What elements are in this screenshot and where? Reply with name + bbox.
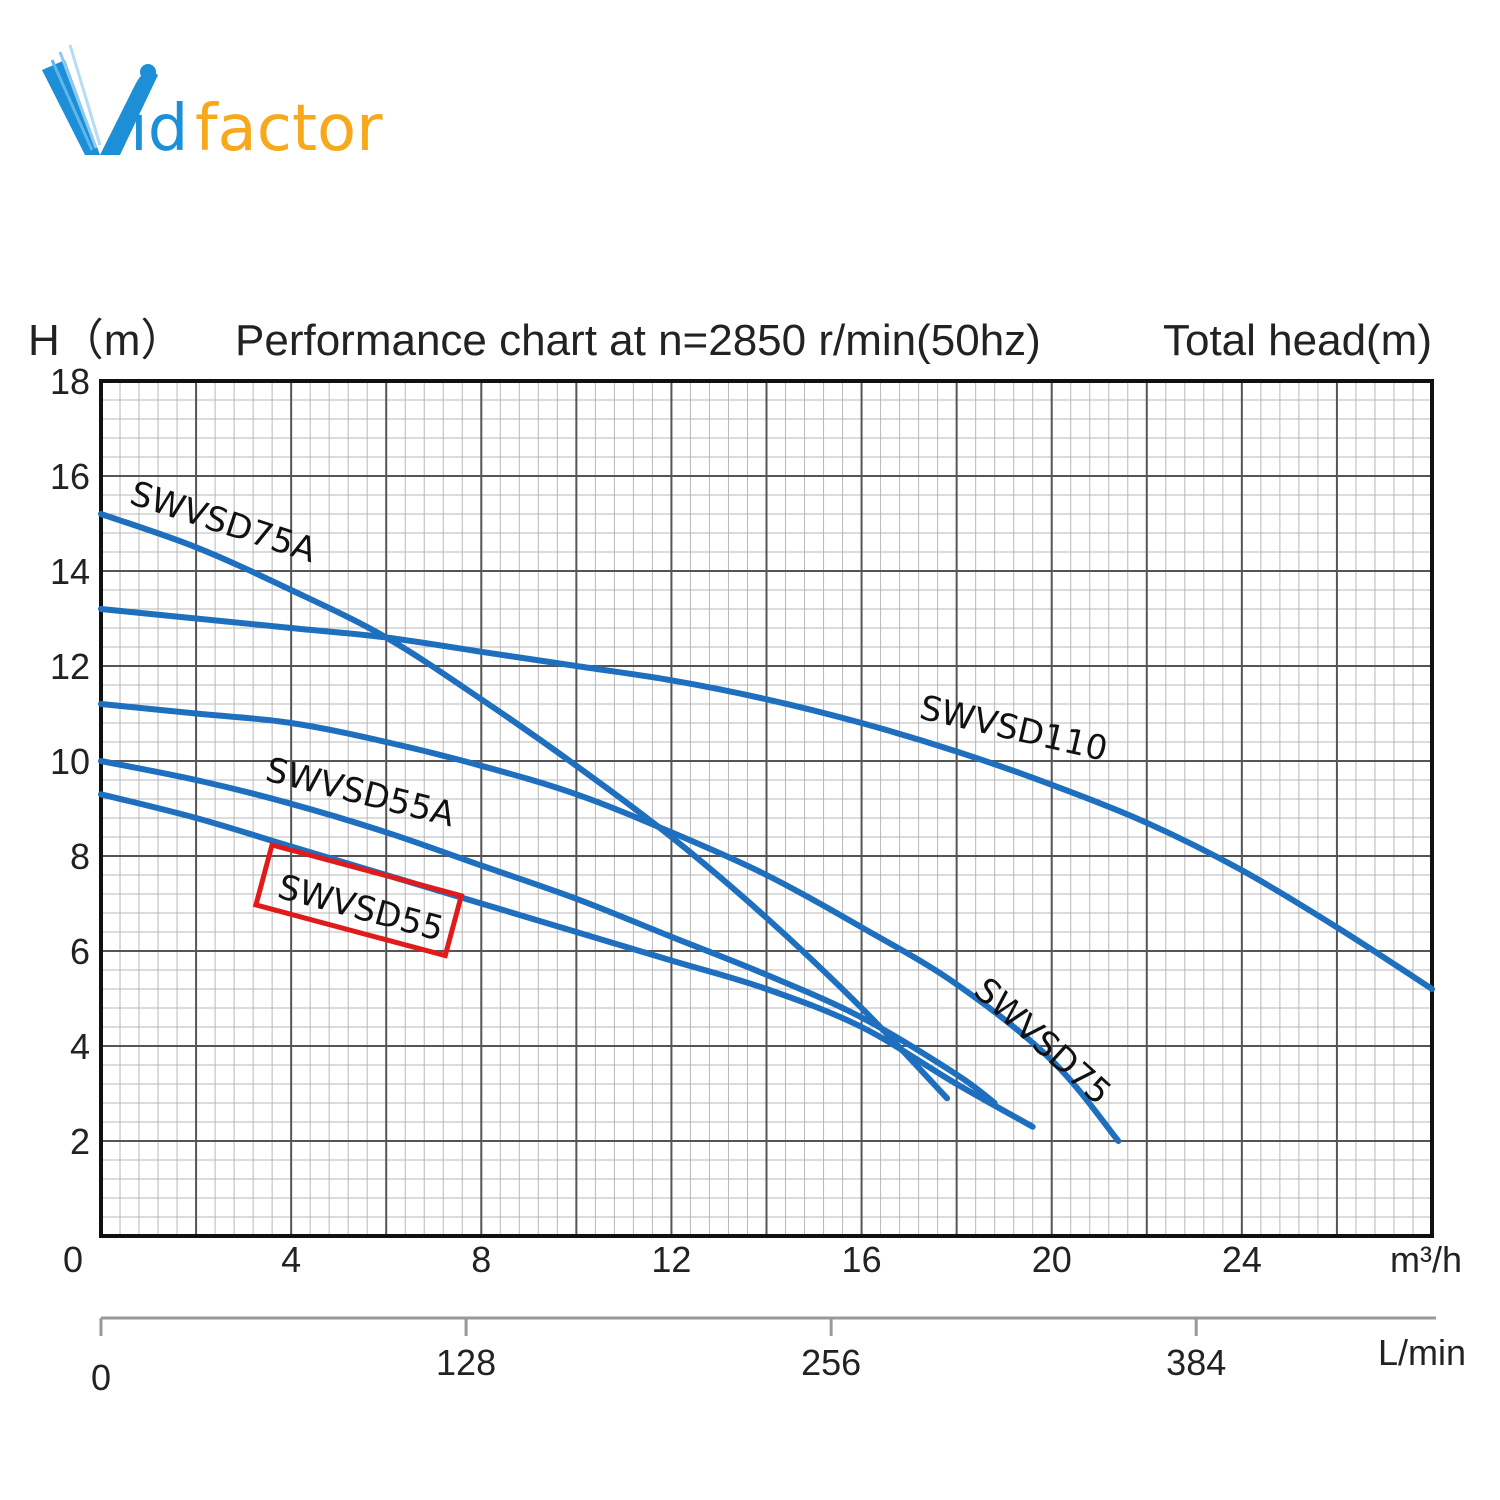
label-swvsd55: SWVSD55	[274, 867, 448, 950]
x-tick-label: 0	[63, 1239, 83, 1280]
x-tick-label: 8	[471, 1239, 491, 1280]
x-tick-labels: 0 4 8 12 16 20 24	[63, 1239, 1262, 1280]
x-tick-label: 4	[281, 1239, 301, 1280]
secondary-tick-label: 128	[436, 1342, 496, 1383]
curve-swvsd75a	[98, 511, 951, 1102]
highlight-box	[252, 841, 465, 959]
y-tick-label: 14	[50, 551, 90, 592]
secondary-axis: 0 128 256 384	[91, 1316, 1436, 1398]
curve-swvsd55	[98, 791, 1036, 1130]
y-tick-label: 6	[70, 931, 90, 972]
y-tick-label: 8	[70, 836, 90, 877]
logo-text-factor: factor	[195, 92, 383, 166]
curve-swvsd110	[98, 606, 1435, 992]
performance-curves	[98, 511, 1435, 1144]
secondary-tick-label: 0	[91, 1357, 111, 1398]
y-tick-label: 16	[50, 456, 90, 497]
y-tick-label: 18	[50, 361, 90, 402]
secondary-tick-label: 256	[801, 1342, 861, 1383]
label-swvsd75: SWVSD75	[966, 970, 1119, 1113]
x-tick-label: 24	[1222, 1239, 1262, 1280]
grid-major	[101, 381, 1432, 1236]
curve-labels: SWVSD75A SWVSD110 SWVSD75 SWVSD55A SWVSD…	[125, 474, 1118, 1114]
y-axis-label: H（m）	[28, 316, 184, 365]
x-axis-unit: m³/h	[1390, 1239, 1462, 1280]
secondary-axis-unit: L/min	[1378, 1332, 1466, 1373]
x-tick-label: 20	[1032, 1239, 1072, 1280]
chart-title: Performance chart at n=2850 r/min(50hz)	[235, 316, 1041, 365]
y-tick-label: 4	[70, 1026, 90, 1067]
y-tick-label: 2	[70, 1121, 90, 1162]
plot-frame	[99, 379, 1434, 1238]
secondary-tick-label: 384	[1166, 1342, 1226, 1383]
feather-icon	[42, 44, 158, 155]
x-tick-label: 16	[842, 1239, 882, 1280]
curve-swvsd55a	[98, 758, 998, 1106]
y-tick-label: 12	[50, 646, 90, 687]
vidfactor-logo: id factor	[42, 44, 383, 166]
y-tick-labels: 2 4 6 8 10 12 14 16 18	[50, 361, 90, 1162]
logo-text-id: id	[130, 92, 188, 166]
right-axis-label: Total head(m)	[1163, 316, 1432, 365]
y-tick-label: 10	[50, 741, 90, 782]
x-tick-label: 12	[651, 1239, 691, 1280]
curve-swvsd75	[98, 701, 1122, 1144]
